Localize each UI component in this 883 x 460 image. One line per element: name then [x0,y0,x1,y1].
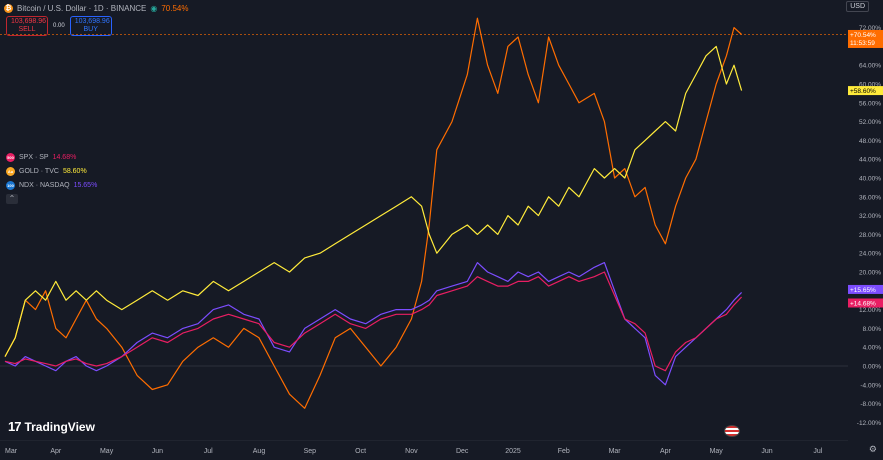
series-line-1[interactable] [4,45,743,357]
x-tick-label: Oct [355,448,366,455]
y-tick-label: 64.00% [859,63,881,70]
buy-price: 103,698.96 [74,18,110,25]
y-tick-label: -4.00% [860,382,881,389]
spx-icon: 500 [6,152,15,162]
sell-button[interactable]: 103,698.96 SELL [6,16,48,36]
y-tick-label: 60.00% [859,82,881,89]
y-tick-label: 20.00% [859,270,881,277]
y-tick-label: 36.00% [859,194,881,201]
series-layer [4,17,743,409]
tradingview-logo-text: TradingView [24,419,95,434]
legend-symbol: NDX · NASDAQ [19,181,70,189]
spread-value: 0.00 [53,23,65,29]
y-tick-label: 0.00% [863,364,882,371]
gear-icon[interactable]: ⚙ [868,444,877,454]
legend-value: 15.65% [73,181,98,189]
series-line-2[interactable] [4,262,743,386]
trade-buttons: 103,698.96 SELL 0.00 103,698.96 BUY [6,16,112,36]
chart-plot[interactable] [0,0,848,440]
legend-collapse-chevron-icon[interactable]: ⌃ [6,194,18,204]
symbol-header[interactable]: ₿ Bitcoin / U.S. Dollar · 1D · BINANCE ◉… [4,2,189,14]
x-tick-label: Mar [609,448,622,455]
legend-symbol: SPX · SP [19,153,49,161]
y-tick-label: 24.00% [859,251,881,258]
x-tick-layer: Mar Apr May Jun Jul Aug Sep Oct Nov Dec 2025 Feb Mar… [5,448,823,455]
x-tick-label: Jun [761,448,772,455]
legend-item-ndx[interactable]: 100 NDX · NASDAQ 15.65% [6,178,97,192]
header-change-pct: 70.54% [161,3,189,13]
x-tick-label: Sep [304,448,317,455]
last-value-badge [848,284,883,294]
last-value-badge [848,29,883,48]
ndx-icon: 100 [6,180,15,190]
tradingview-mark-icon: 17 [8,419,22,434]
y-tick-label: 40.00% [859,176,881,183]
y-tick-label: 4.00% [863,345,882,352]
legend-value: 58.60% [62,167,87,175]
last-value-badge [848,298,883,308]
symbol-title: Bitcoin / U.S. Dollar · 1D · BINANCE [17,3,147,13]
last-value-badge [848,86,883,96]
legend-item-spx[interactable]: 500 SPX · SP 14.68% [6,150,97,164]
countdown-label: 11:53:59 [850,40,875,47]
gold-icon: Au [6,166,15,176]
price-scale[interactable]: 72.00% 64.00% 60.00% 56.00% 52.00% 48.00% 44.0… [848,0,883,440]
x-tick-label: May [710,448,724,455]
last-value-label: +70.54% [850,32,876,39]
currency-button[interactable]: USD [846,1,869,12]
y-tick-layer: 72.00% 64.00% 60.00% 56.00% 52.00% 48.00% 44.0… [857,25,881,427]
series-line-3[interactable] [4,271,743,372]
compare-legend: 500 SPX · SP 14.68% Au GOLD · TVC 58.60%… [6,150,97,204]
x-tick-label: Apr [50,448,62,455]
buy-label: BUY [83,26,98,33]
y-tick-label: 32.00% [859,213,881,220]
time-scale[interactable]: Mar Apr May Jun Jul Aug Sep Oct Nov Dec 2025 Feb Mar… [0,440,848,460]
series-line-0[interactable] [4,17,743,409]
x-tick-label: Mar [5,448,18,455]
x-tick-label: Feb [558,448,570,455]
us-flag-icon[interactable] [724,425,740,437]
x-tick-label: Jul [204,448,213,455]
x-tick-label: Jul [813,448,822,455]
y-tick-label: 44.00% [859,157,881,164]
x-tick-label: May [100,448,114,455]
sell-price: 103,698.96 [11,18,47,25]
x-tick-label: 2025 [505,448,521,455]
bitcoin-icon: ₿ [4,3,13,13]
last-value-label: +14.68% [850,301,876,308]
legend-item-gold[interactable]: Au GOLD · TVC 58.60% [6,164,97,178]
y-tick-label: 72.00% [859,25,881,32]
market-open-icon: ◉ [150,3,158,13]
last-value-layer: +70.54%11:53:59 +58.60% +15.65% +14.68% [848,29,883,308]
sell-label: SELL [18,26,36,33]
buy-button[interactable]: 103,698.96 BUY [69,16,112,36]
legend-symbol: GOLD · TVC [19,167,59,175]
y-tick-label: -8.00% [860,401,881,408]
y-tick-label: 28.00% [859,232,881,239]
x-tick-label: Aug [253,448,266,455]
y-tick-label: 48.00% [859,138,881,145]
y-tick-label: 56.00% [859,100,881,107]
x-tick-label: Nov [405,448,418,455]
tradingview-logo[interactable]: 17 TradingView [8,419,95,434]
x-tick-label: Apr [660,448,672,455]
x-tick-label: Dec [456,448,469,455]
y-tick-label: 8.00% [863,326,882,333]
y-tick-label: 52.00% [859,119,881,126]
y-tick-label: 12.00% [859,307,881,314]
last-value-label: +15.65% [850,287,876,294]
x-tick-label: Jun [152,448,163,455]
last-value-label: +58.60% [850,88,876,95]
legend-value: 14.68% [52,153,77,161]
y-tick-label: -12.00% [857,420,881,427]
